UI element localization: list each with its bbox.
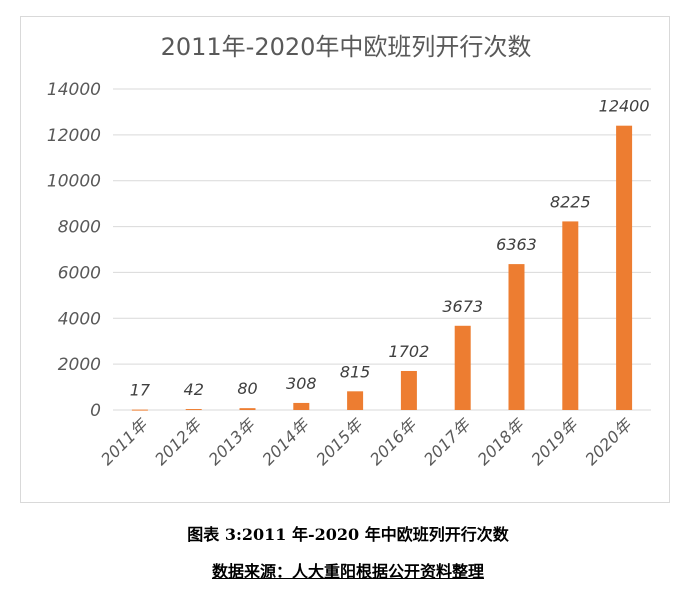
data-label: 12400 bbox=[599, 97, 650, 116]
chart-frame: 17 42 80 308 815 1702 3673 6363 8225 12400 0 2000 4… bbox=[20, 16, 670, 503]
chart-title: 2011年-2020年中欧班列开行次数 bbox=[161, 33, 532, 61]
x-tick-label: 2015年 bbox=[312, 414, 367, 469]
y-tick-label: 8000 bbox=[58, 218, 101, 238]
x-tick-label: 2020年 bbox=[581, 414, 636, 469]
bar bbox=[293, 402, 310, 410]
y-tick-label: 2000 bbox=[58, 355, 101, 375]
y-tick-label: 4000 bbox=[58, 309, 101, 329]
bar bbox=[347, 391, 364, 410]
source-note: 数据来源：人大重阳根据公开资料整理 bbox=[0, 558, 696, 582]
data-label: 8225 bbox=[550, 192, 591, 211]
figure-caption: 图表 3:2011 年-2020 年中欧班列开行次数 bbox=[187, 525, 509, 544]
y-tick-label: 14000 bbox=[47, 80, 101, 100]
bar bbox=[131, 409, 148, 411]
bar bbox=[185, 409, 202, 411]
x-tick-label: 2017年 bbox=[420, 414, 475, 469]
data-label: 308 bbox=[286, 374, 317, 393]
data-label: 3673 bbox=[442, 297, 483, 316]
bar bbox=[400, 370, 417, 410]
x-tick-label: 2011年 bbox=[97, 414, 152, 469]
bar bbox=[508, 264, 525, 410]
bar bbox=[562, 221, 579, 410]
x-tick-label: 2019年 bbox=[528, 414, 583, 469]
bar bbox=[616, 125, 633, 410]
bar bbox=[454, 325, 471, 410]
x-tick-label: 2014年 bbox=[259, 414, 314, 469]
x-tick-label: 2013年 bbox=[205, 414, 260, 469]
data-label: 1702 bbox=[389, 342, 430, 361]
source-text: 数据来源：人大重阳根据公开资料整理 bbox=[211, 562, 484, 581]
x-tick-label: 2016年 bbox=[366, 414, 421, 469]
x-tick-label: 2018年 bbox=[474, 414, 529, 469]
y-tick-label: 6000 bbox=[58, 263, 101, 283]
data-label: 815 bbox=[340, 362, 371, 381]
y-tick-label: 12000 bbox=[47, 126, 101, 146]
data-label: 17 bbox=[130, 381, 151, 400]
data-label: 80 bbox=[237, 379, 257, 398]
data-label: 42 bbox=[184, 380, 204, 399]
y-tick-label: 10000 bbox=[47, 172, 101, 192]
y-tick-label: 0 bbox=[90, 401, 101, 421]
data-label: 6363 bbox=[496, 235, 537, 254]
x-tick-label: 2012年 bbox=[151, 414, 206, 469]
bar-chart: 17 42 80 308 815 1702 3673 6363 8225 12400 0 2000 4… bbox=[47, 33, 651, 469]
bar bbox=[239, 408, 256, 410]
